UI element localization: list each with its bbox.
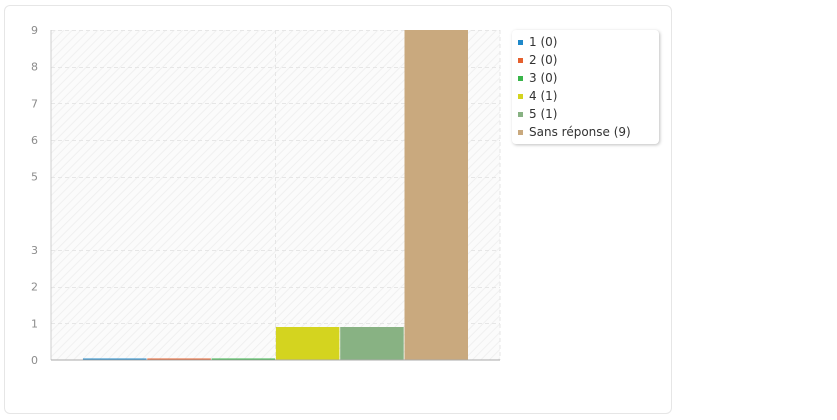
legend-item[interactable]: 3 (0) <box>518 69 659 87</box>
legend-label: 5 (1) <box>529 107 558 121</box>
y-tick-label: 8 <box>31 61 38 74</box>
legend-swatch <box>518 75 523 81</box>
legend-label: 3 (0) <box>529 71 558 85</box>
legend: 1 (0) 2 (0) 3 (0) 4 (1) 5 (1) Sans répon… <box>512 30 659 144</box>
legend-label: Sans réponse (9) <box>529 125 631 139</box>
y-tick-label: 0 <box>31 354 38 367</box>
y-tick-label: 5 <box>31 171 38 184</box>
bar[interactable] <box>211 358 276 361</box>
legend-label: 2 (0) <box>529 53 558 67</box>
y-tick-label: 3 <box>31 244 38 257</box>
legend-item[interactable]: Sans réponse (9) <box>518 123 659 141</box>
y-axis-ticks: 0 1 2 3 5 6 7 8 9 <box>31 24 38 367</box>
legend-swatch <box>518 39 523 45</box>
bar[interactable] <box>340 327 404 360</box>
bar[interactable] <box>147 358 211 361</box>
y-tick-label: 9 <box>31 24 38 37</box>
legend-label: 4 (1) <box>529 89 558 103</box>
legend-swatch <box>518 111 523 117</box>
legend-swatch <box>518 129 523 135</box>
y-tick-label: 7 <box>31 97 38 110</box>
y-tick-label: 1 <box>31 317 38 330</box>
legend-item[interactable]: 1 (0) <box>518 33 659 51</box>
bar[interactable] <box>275 327 340 360</box>
y-tick-label: 6 <box>31 134 38 147</box>
bar[interactable] <box>404 30 469 360</box>
bars-group <box>83 30 468 360</box>
legend-label: 1 (0) <box>529 35 558 49</box>
bar[interactable] <box>83 358 147 361</box>
legend-item[interactable]: 5 (1) <box>518 105 659 123</box>
legend-item[interactable]: 4 (1) <box>518 87 659 105</box>
legend-swatch <box>518 57 523 63</box>
y-tick-label: 2 <box>31 281 38 294</box>
legend-swatch <box>518 93 523 99</box>
legend-item[interactable]: 2 (0) <box>518 51 659 69</box>
